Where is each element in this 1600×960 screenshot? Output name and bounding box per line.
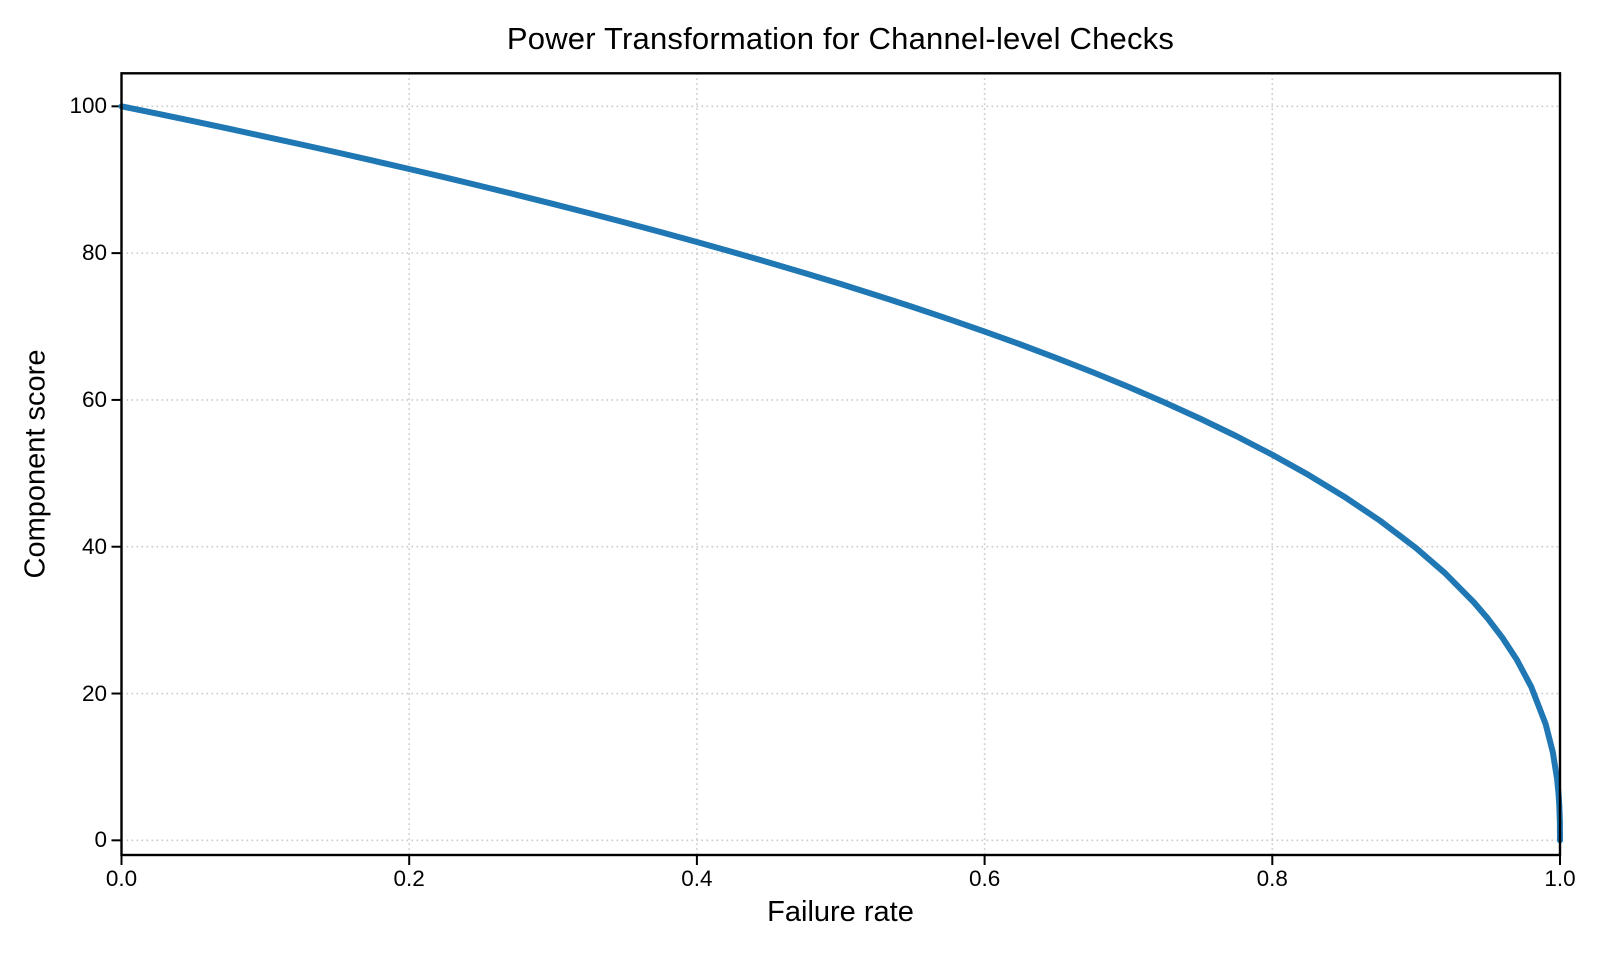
axes-spines bbox=[120, 72, 1562, 857]
x-tick-label: 0.8 bbox=[1256, 866, 1288, 891]
axis-tick-marks bbox=[111, 105, 1561, 865]
chart-title: Power Transformation for Channel-level C… bbox=[506, 21, 1175, 56]
gridlines bbox=[120, 73, 1561, 855]
y-tick-label: 100 bbox=[69, 93, 107, 119]
y-tick-label: 40 bbox=[81, 533, 107, 559]
component-score-curve bbox=[118, 103, 1563, 844]
x-tick-label: 0.6 bbox=[968, 866, 1001, 891]
y-axis-label: Component score bbox=[19, 349, 52, 579]
x-tick-label: 1.0 bbox=[1544, 866, 1576, 891]
y-tick-label: 20 bbox=[81, 680, 107, 706]
y-tick-label: 60 bbox=[81, 386, 107, 412]
x-tick-label: 0.2 bbox=[393, 866, 425, 891]
power-curve bbox=[118, 103, 1563, 844]
axes-frame bbox=[120, 72, 1562, 857]
x-tick-label: 0.0 bbox=[105, 866, 138, 891]
y-tick-label: 0 bbox=[94, 827, 107, 853]
x-tick-label: 0.4 bbox=[681, 866, 713, 891]
y-tick-label: 80 bbox=[81, 240, 107, 266]
x-axis-label: Failure rate bbox=[767, 896, 914, 928]
